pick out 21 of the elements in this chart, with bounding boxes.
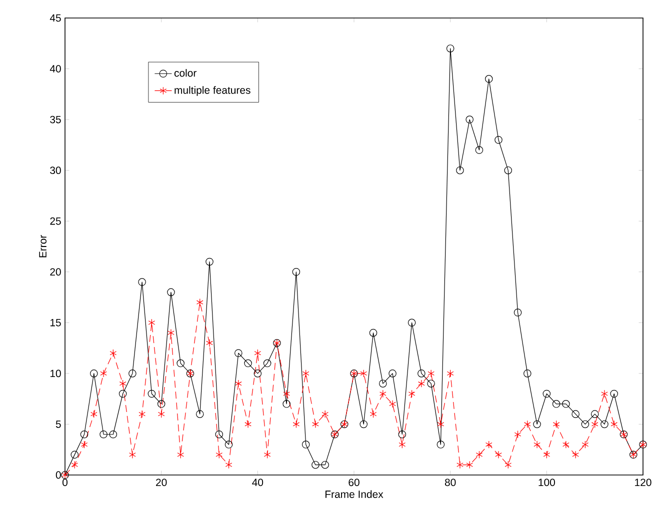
y-tick-label: 25	[50, 217, 61, 225]
x-axis-title: Frame Index	[326, 490, 384, 498]
y-tick-label: 45	[50, 14, 61, 22]
x-tick-label: 120	[635, 478, 652, 486]
y-tick-label: 40	[50, 65, 61, 72]
y-tick-label: 10	[50, 370, 61, 378]
y-tick-label: 30	[50, 166, 61, 174]
x-tick-label: 60	[348, 478, 360, 486]
x-tick-label: 20	[156, 478, 167, 486]
x-tick-label: 80	[444, 478, 456, 486]
y-tick-label: 0	[56, 471, 61, 479]
y-axis-title: Error	[39, 235, 46, 258]
y-tick-label: 5	[56, 420, 61, 428]
x-tick-label: 100	[538, 478, 555, 486]
y-tick-label: 20	[50, 268, 61, 276]
y-tick-label: 15	[50, 319, 61, 326]
legend-label: multiple features	[174, 86, 250, 96]
legend-label: color	[174, 69, 197, 77]
x-tick-label: 0	[62, 478, 68, 486]
y-tick-label: 35	[50, 116, 61, 124]
x-tick-label: 40	[252, 478, 264, 486]
